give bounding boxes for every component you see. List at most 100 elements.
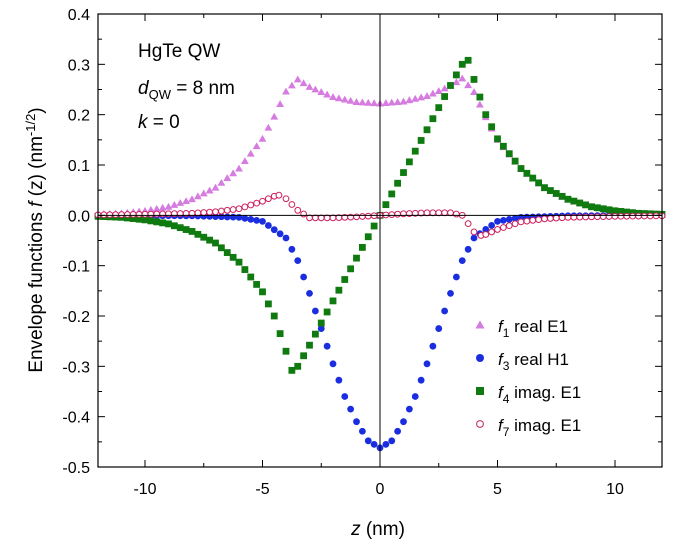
series-1-point	[358, 427, 366, 435]
y-tick-label: 0.3	[68, 57, 90, 74]
series-0-point	[240, 157, 249, 165]
series-1-point	[494, 217, 501, 225]
series-3-point	[200, 209, 208, 216]
series-2-point	[229, 253, 237, 261]
series-2-point	[546, 187, 554, 194]
series-2-point	[382, 201, 390, 209]
series-2-point	[165, 220, 172, 228]
series-2-point	[423, 126, 431, 134]
series-3-point	[599, 213, 607, 220]
series-1-point	[499, 216, 507, 224]
series-0-point	[264, 123, 273, 131]
legend-label-1: f3 real H1	[498, 350, 569, 373]
series-2-point	[364, 233, 372, 241]
series-0-point	[176, 199, 185, 206]
series-1-point	[452, 273, 460, 281]
series-3-point	[275, 191, 283, 199]
annotation-line1: HgTe QW	[138, 41, 220, 62]
series-3-point	[482, 231, 490, 238]
series-2-point	[505, 150, 513, 158]
series-0-point	[393, 98, 402, 106]
series-2-point	[388, 190, 396, 198]
series-0-point	[158, 203, 167, 211]
series-3-point	[241, 203, 249, 211]
series-0-point	[287, 81, 296, 89]
series-2-point	[564, 195, 572, 203]
series-1-point	[364, 437, 372, 445]
series-0-point	[381, 99, 390, 107]
series-0-point	[405, 96, 414, 104]
series-0-point	[276, 100, 285, 108]
series-2-point	[259, 288, 266, 296]
series-2-point	[370, 222, 378, 230]
y-tick-label: -0.2	[62, 309, 90, 326]
series-3-point	[541, 215, 548, 223]
series-0-point	[334, 94, 343, 102]
series-2-point	[323, 308, 331, 316]
series-3-point	[552, 214, 560, 222]
series-0-point	[293, 75, 302, 83]
series-2-point	[488, 123, 496, 131]
series-3-point	[353, 213, 360, 221]
series-2-point	[611, 207, 619, 215]
series-2-point	[529, 174, 537, 182]
series-3-point	[253, 199, 261, 207]
series-1-point	[464, 245, 472, 253]
series-2-point	[458, 60, 466, 68]
series-0-point	[152, 204, 161, 212]
y-tick-label: -0.5	[62, 460, 90, 477]
series-2-point	[282, 347, 290, 355]
series-3-point	[546, 215, 554, 222]
series-3-point	[400, 210, 407, 218]
series-3-point	[388, 211, 396, 218]
series-2-point	[170, 222, 178, 230]
series-2-point	[194, 230, 202, 238]
series-2-point	[294, 362, 302, 370]
series-3-point	[499, 224, 507, 231]
series-1-point	[300, 273, 308, 281]
series-1-point	[241, 214, 249, 222]
series-0-point	[199, 189, 208, 197]
series-0-point	[188, 195, 196, 203]
series-3-point	[141, 210, 149, 218]
y-tick-label: 0.1	[68, 158, 90, 175]
series-3-point	[470, 228, 478, 236]
series-2-point	[394, 179, 402, 187]
series-2-point	[176, 224, 184, 232]
series-1-point	[411, 393, 419, 400]
series-1-point	[458, 257, 466, 265]
series-3-point	[212, 208, 219, 216]
series-0-point	[211, 183, 220, 191]
series-0-point	[428, 89, 437, 97]
series-2-point	[576, 199, 584, 207]
series-2-point	[329, 297, 337, 305]
y-tick-label: 0.2	[68, 108, 90, 125]
series-1-point	[264, 222, 272, 229]
series-3-point	[112, 211, 120, 219]
series-2-point	[511, 157, 519, 165]
series-3-point	[159, 210, 167, 218]
series-2-point	[441, 93, 449, 100]
series-3-point	[588, 213, 595, 221]
series-0-point	[399, 97, 408, 105]
y-tick-label: -0.1	[62, 259, 90, 276]
series-0-point	[182, 197, 191, 205]
series-2-point	[276, 330, 284, 338]
series-3-point	[394, 210, 402, 218]
series-2-point	[347, 265, 355, 273]
series-0-point	[305, 83, 314, 90]
series-3-point	[464, 220, 472, 228]
series-0-point	[464, 81, 473, 89]
series-2-point	[147, 217, 155, 225]
series-2-point	[535, 179, 543, 187]
series-2-point	[452, 71, 460, 79]
series-2-point	[523, 169, 531, 177]
series-2-point	[429, 115, 437, 123]
series-1-point	[253, 216, 261, 224]
series-1-point	[470, 234, 478, 242]
series-2-point	[188, 228, 196, 235]
series-3-point	[129, 211, 137, 218]
series-3-point	[364, 212, 372, 220]
series-1-point	[394, 427, 402, 435]
series-0-point	[205, 186, 214, 194]
